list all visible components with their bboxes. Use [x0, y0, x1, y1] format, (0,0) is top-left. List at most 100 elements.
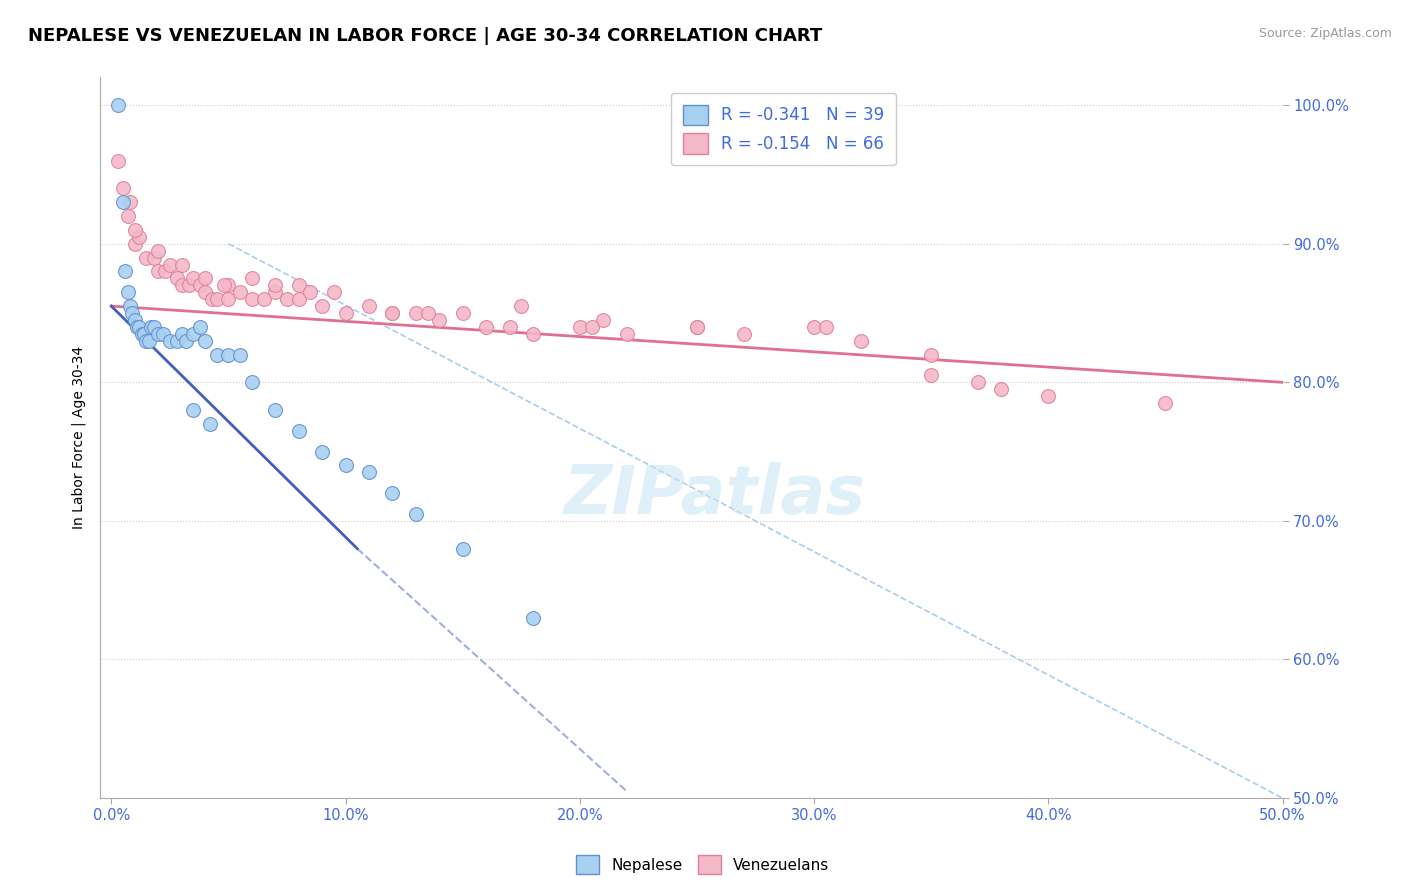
Point [240, 271, 263, 285]
Point [1038, 389, 1060, 403]
Point [264, 278, 287, 293]
Point [405, 507, 427, 521]
Point [128, 229, 150, 244]
Point [217, 292, 239, 306]
Point [142, 319, 165, 334]
Point [229, 348, 252, 362]
Point [112, 181, 135, 195]
Point [240, 292, 263, 306]
Point [117, 285, 139, 300]
Point [616, 326, 638, 341]
Point [170, 326, 193, 341]
Point [141, 319, 163, 334]
Point [142, 251, 165, 265]
Point [166, 334, 188, 348]
Point [451, 541, 474, 556]
Point [405, 306, 427, 320]
Point [121, 306, 143, 320]
Point [814, 319, 837, 334]
Point [1154, 396, 1177, 410]
Point [177, 278, 200, 293]
Point [287, 424, 309, 438]
Point [188, 278, 211, 293]
Point [381, 306, 404, 320]
Point [135, 251, 157, 265]
Point [159, 258, 181, 272]
Point [240, 376, 263, 390]
Point [229, 285, 252, 300]
Point [592, 313, 614, 327]
Point [581, 319, 603, 334]
Point [194, 271, 217, 285]
Point [686, 319, 709, 334]
Point [217, 278, 239, 293]
Legend: Nepalese, Venezuelans: Nepalese, Venezuelans [571, 849, 835, 880]
Point [198, 417, 221, 431]
Point [205, 292, 228, 306]
Point [188, 319, 211, 334]
Point [311, 299, 333, 313]
Point [194, 285, 217, 300]
Point [120, 195, 142, 210]
Point [920, 348, 942, 362]
Point [124, 236, 146, 251]
Point [152, 326, 174, 341]
Point [138, 334, 160, 348]
Point [510, 299, 533, 313]
Point [920, 368, 942, 383]
Point [148, 244, 170, 258]
Point [357, 299, 380, 313]
Point [131, 326, 153, 341]
Point [568, 319, 591, 334]
Point [148, 326, 170, 341]
Legend: R = -0.341   N = 39, R = -0.154   N = 66: R = -0.341 N = 39, R = -0.154 N = 66 [671, 93, 896, 165]
Point [135, 334, 157, 348]
Point [498, 319, 520, 334]
Point [357, 466, 380, 480]
Point [176, 334, 198, 348]
Point [134, 326, 156, 341]
Point [475, 319, 498, 334]
Point [522, 326, 544, 341]
Point [166, 271, 188, 285]
Point [128, 319, 150, 334]
Point [201, 292, 224, 306]
Point [170, 258, 193, 272]
Point [335, 306, 357, 320]
Text: NEPALESE VS VENEZUELAN IN LABOR FORCE | AGE 30-34 CORRELATION CHART: NEPALESE VS VENEZUELAN IN LABOR FORCE | … [28, 27, 823, 45]
Point [148, 264, 170, 278]
Point [170, 278, 193, 293]
Point [217, 348, 239, 362]
Point [155, 264, 177, 278]
Point [124, 223, 146, 237]
Point [335, 458, 357, 473]
Point [194, 334, 217, 348]
Point [287, 278, 309, 293]
Point [967, 376, 990, 390]
Point [381, 486, 404, 500]
Point [733, 326, 755, 341]
Point [181, 403, 204, 417]
Point [181, 271, 204, 285]
Point [416, 306, 439, 320]
Point [522, 611, 544, 625]
Point [264, 403, 287, 417]
Point [120, 299, 142, 313]
Point [124, 313, 146, 327]
Text: ZIPatlas: ZIPatlas [564, 462, 866, 528]
Point [381, 306, 404, 320]
Point [451, 306, 474, 320]
Point [107, 98, 129, 112]
Point [264, 285, 287, 300]
Point [276, 292, 298, 306]
Point [849, 334, 872, 348]
Text: Source: ZipAtlas.com: Source: ZipAtlas.com [1258, 27, 1392, 40]
Point [990, 382, 1012, 396]
Point [117, 209, 139, 223]
Point [114, 264, 136, 278]
Point [311, 444, 333, 458]
Point [112, 195, 135, 210]
Point [252, 292, 274, 306]
Y-axis label: In Labor Force | Age 30-34: In Labor Force | Age 30-34 [72, 346, 86, 529]
Point [287, 292, 309, 306]
